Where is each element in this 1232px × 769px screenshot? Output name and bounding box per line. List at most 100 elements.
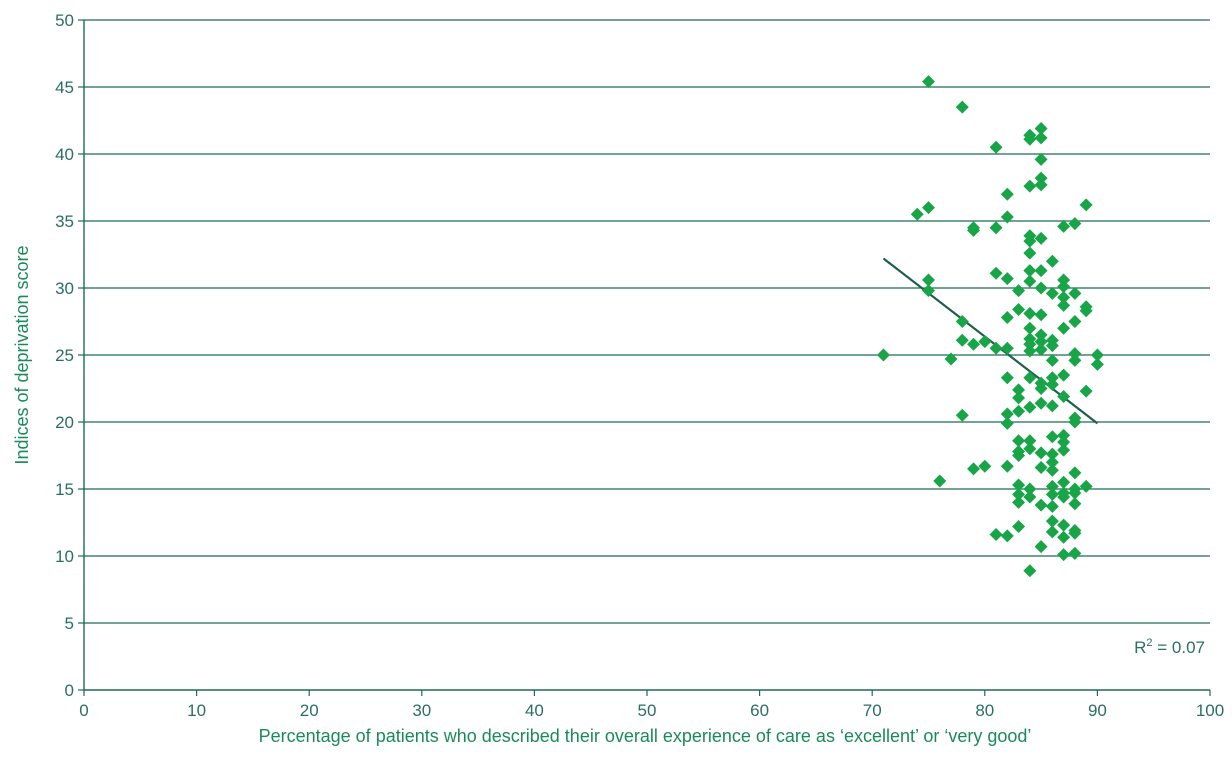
data-point-33 [1012, 284, 1026, 298]
data-point-83 [1034, 540, 1048, 554]
data-point-18 [989, 140, 1003, 154]
data-point-96 [1045, 479, 1059, 493]
data-point-138 [1090, 357, 1104, 371]
r-squared-superscript: 2 [1146, 637, 1152, 649]
data-point-61 [1023, 442, 1037, 456]
data-point-108 [1057, 390, 1071, 404]
data-point-85 [1045, 286, 1059, 300]
data-point-81 [1034, 461, 1048, 475]
axes [78, 19, 1211, 696]
data-point-17 [978, 459, 992, 473]
data-point-21 [989, 341, 1003, 355]
data-point-13 [967, 223, 981, 237]
data-point-50 [1023, 246, 1037, 260]
data-point-29 [1000, 407, 1014, 421]
y-tick-label-30: 30 [55, 279, 74, 298]
data-point-127 [1068, 486, 1082, 500]
data-point-59 [1023, 400, 1037, 414]
y-tick-label-20: 20 [55, 413, 74, 432]
tick-labels: 0 5 10 15 20 25 30 35 40 45 50 0 10 20 30 40 50 60 70 80 90 1… [55, 11, 1224, 720]
data-point-99 [1045, 514, 1059, 528]
x-tick-label-70: 70 [863, 701, 882, 720]
data-point-56 [1023, 337, 1037, 351]
x-tick-label-40: 40 [525, 701, 544, 720]
data-point-109 [1057, 428, 1071, 442]
data-point-102 [1057, 273, 1071, 287]
data-point-75 [1034, 335, 1048, 349]
data-point-71 [1034, 264, 1048, 278]
data-point-137 [1090, 348, 1104, 362]
data-point-53 [1023, 306, 1037, 320]
data-point-24 [1000, 210, 1014, 224]
data-point-1 [910, 207, 924, 221]
x-tick-label-20: 20 [300, 701, 319, 720]
data-point-32 [1000, 529, 1014, 543]
data-point-78 [1034, 382, 1048, 395]
data-point-89 [1045, 371, 1059, 385]
data-point-52 [1023, 274, 1037, 288]
data-point-91 [1045, 399, 1059, 413]
data-point-87 [1045, 339, 1059, 353]
y-tick-label-0: 0 [65, 681, 74, 700]
y-axis-title: Indices of deprivation score [12, 245, 32, 464]
y-tick-label-40: 40 [55, 145, 74, 164]
data-point-135 [1079, 384, 1093, 398]
data-point-74 [1034, 328, 1048, 342]
data-point-7 [944, 352, 958, 366]
data-point-80 [1034, 446, 1048, 460]
data-point-43 [1012, 495, 1026, 509]
data-point-47 [1023, 179, 1037, 193]
y-tick-label-35: 35 [55, 212, 74, 231]
x-tick-label-0: 0 [79, 701, 88, 720]
x-axis-title: Percentage of patients who described the… [259, 726, 1032, 746]
data-point-35 [1012, 383, 1026, 397]
data-point-100 [1045, 525, 1059, 539]
data-point-114 [1057, 490, 1071, 504]
data-point-84 [1045, 254, 1059, 268]
data-point-118 [1068, 217, 1082, 231]
data-point-38 [1012, 434, 1026, 448]
data-point-4 [922, 273, 935, 287]
data-point-22 [989, 528, 1003, 542]
data-point-68 [1034, 171, 1048, 185]
data-point-26 [1000, 310, 1014, 324]
data-point-107 [1057, 368, 1071, 382]
data-point-106 [1057, 321, 1071, 335]
data-point-36 [1012, 391, 1026, 405]
data-point-40 [1012, 449, 1026, 462]
data-point-15 [967, 462, 981, 476]
data-point-121 [1068, 347, 1082, 361]
data-point-63 [1023, 490, 1037, 504]
y-tick-label-45: 45 [55, 78, 74, 97]
data-point-101 [1057, 219, 1071, 233]
data-point-54 [1023, 321, 1037, 335]
data-point-122 [1068, 353, 1082, 367]
data-point-25 [1000, 272, 1014, 286]
data-point-5 [922, 284, 935, 298]
data-point-95 [1045, 463, 1059, 477]
data-point-73 [1034, 308, 1048, 322]
data-point-20 [989, 266, 1003, 280]
data-point-130 [1068, 526, 1082, 540]
gridlines [84, 19, 1210, 624]
data-point-10 [955, 333, 969, 347]
data-point-134 [1079, 304, 1093, 318]
data-point-31 [1000, 459, 1014, 473]
data-point-66 [1034, 131, 1048, 145]
data-point-115 [1057, 518, 1071, 532]
data-point-111 [1057, 443, 1071, 457]
data-point-116 [1057, 530, 1071, 544]
data-point-119 [1068, 286, 1082, 300]
r-squared-value: = 0.07 [1153, 638, 1205, 657]
data-point-98 [1045, 499, 1059, 513]
data-point-58 [1023, 371, 1037, 385]
x-tick-label-90: 90 [1088, 701, 1107, 720]
data-point-62 [1023, 482, 1037, 496]
x-tick-label-60: 60 [750, 701, 769, 720]
data-point-30 [1000, 416, 1014, 430]
data-point-131 [1068, 546, 1082, 560]
data-point-132 [1079, 198, 1093, 212]
data-point-16 [978, 335, 992, 349]
